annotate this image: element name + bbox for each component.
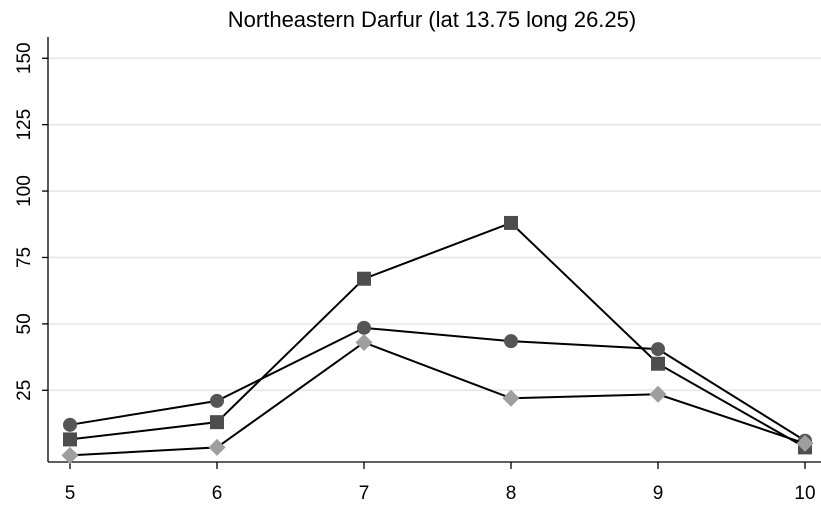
square-marker [63,432,77,447]
axes [47,37,821,463]
y-tick-label: 125 [14,109,35,141]
diamond-marker [61,446,79,464]
gridlines [48,57,821,392]
chart-title: Northeastern Darfur (lat 13.75 long 26.2… [228,7,636,32]
x-tick-label: 9 [653,483,664,504]
diamond-marker [502,389,520,407]
series-group [61,215,814,464]
circle-marker [504,334,518,349]
circle-marker [651,342,665,357]
series-line [69,341,806,457]
y-tick-label: 75 [14,247,35,268]
x-tick-label: 8 [506,483,517,504]
x-tick-label: 6 [212,483,223,504]
series-2 [63,215,812,455]
circle-marker [210,393,224,408]
x-tick-label: 5 [65,483,76,504]
series-line [69,221,806,449]
y-tick-label: 150 [14,42,35,74]
x-axis-ticks: 5 6 7 8 9 10 [65,462,816,504]
diamond-marker [355,333,373,351]
square-marker [357,271,371,286]
diamond-marker [796,434,814,452]
square-marker [210,415,224,430]
x-tick-label: 10 [794,483,815,504]
diamond-marker [649,385,667,403]
circle-marker [63,417,77,432]
y-tick-label: 25 [14,380,35,401]
series-line [69,326,806,442]
square-marker [651,356,665,371]
y-tick-label: 50 [14,313,35,334]
x-tick-label: 7 [359,483,370,504]
diamond-marker [208,438,226,456]
series-1 [63,320,812,448]
square-marker [504,215,518,230]
y-axis-ticks: 25 50 75 100 125 150 [14,42,48,401]
series-3 [61,333,814,464]
y-tick-label: 100 [14,175,35,207]
circle-marker [357,320,371,335]
